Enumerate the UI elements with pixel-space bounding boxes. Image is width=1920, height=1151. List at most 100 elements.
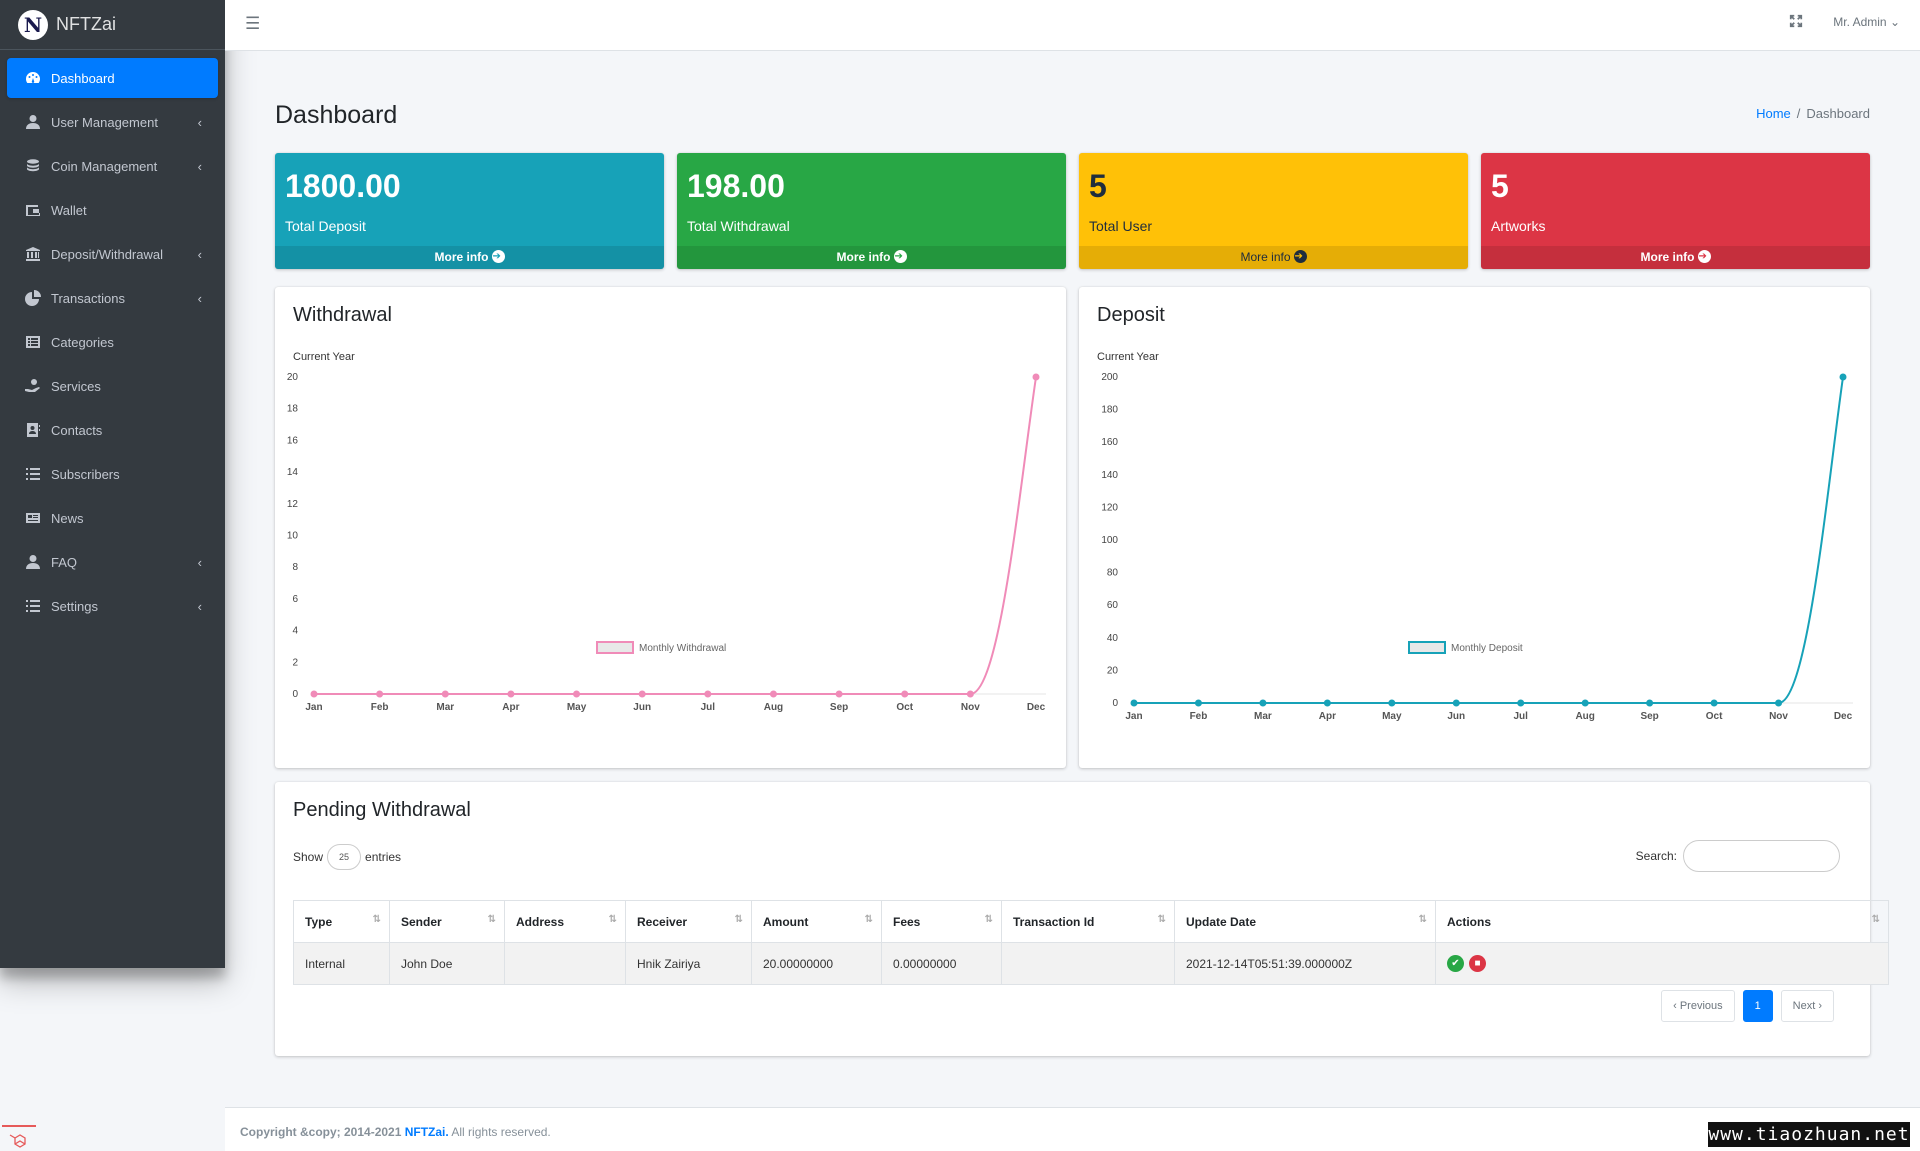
chevron-left-icon: ‹: [197, 114, 202, 130]
sort-icon: ⇅: [1418, 914, 1427, 925]
sidebar-item-deposit-withdrawal[interactable]: Deposit/Withdrawal ‹: [7, 234, 218, 274]
fullscreen-icon[interactable]: [1789, 14, 1805, 30]
y-tick-label: 16: [287, 435, 299, 446]
previous-page-button[interactable]: ‹ Previous: [1661, 990, 1735, 1022]
y-tick-label: 6: [292, 594, 298, 605]
more-info-link[interactable]: More info: [275, 245, 664, 269]
column-header-actions[interactable]: Actions ⇅: [1435, 900, 1889, 943]
search-label: Search:: [1635, 849, 1677, 863]
cell-type: Internal: [293, 942, 390, 985]
x-tick-label: Apr: [502, 702, 519, 713]
stat-value: 5: [1491, 168, 1509, 204]
data-point: [507, 690, 515, 698]
sidebar-item-settings[interactable]: Settings ‹: [7, 586, 218, 626]
rights-text: All rights reserved.: [448, 1125, 551, 1139]
stat-value: 198.00: [687, 168, 785, 204]
x-tick-label: Sep: [830, 702, 848, 713]
menu-toggle-icon[interactable]: ☰: [245, 14, 261, 33]
data-point: [901, 690, 909, 698]
chart-subtitle: Current Year: [293, 351, 355, 363]
address-book-icon: [25, 422, 41, 438]
sidebar-item-services[interactable]: Services: [7, 366, 218, 406]
deposit-chart-card: Deposit Current Year 0 20 40 60 80 100 120 140 1…: [1079, 287, 1870, 768]
user-menu[interactable]: Mr. Admin ⌄: [1833, 15, 1900, 29]
sidebar-item-coin-management[interactable]: Coin Management ‹: [7, 146, 218, 186]
column-header-fees[interactable]: Fees ⇅: [881, 900, 1002, 943]
sidebar-item-user-management[interactable]: User Management ‹: [7, 102, 218, 142]
sidebar-item-news[interactable]: News: [7, 498, 218, 538]
sidebar-item-wallet[interactable]: Wallet: [7, 190, 218, 230]
legend-label: Monthly Withdrawal: [639, 643, 726, 654]
column-header-update-date[interactable]: Update Date ⇅: [1174, 900, 1436, 943]
y-tick-label: 4: [292, 626, 298, 637]
data-point: [835, 690, 843, 698]
y-tick-label: 120: [1101, 502, 1118, 513]
y-tick-label: 140: [1101, 470, 1118, 481]
search-input[interactable]: [1683, 840, 1840, 872]
chevron-left-icon: ‹: [197, 554, 202, 570]
series-line: [1133, 376, 1844, 704]
data-point: [1710, 699, 1718, 707]
data-point: [1581, 699, 1589, 707]
column-header-address[interactable]: Address ⇅: [504, 900, 626, 943]
stat-artworks: 5 Artworks More info: [1481, 153, 1870, 269]
sidebar-item-subscribers[interactable]: Subscribers: [7, 454, 218, 494]
more-info-link[interactable]: More info: [1079, 245, 1468, 269]
sidebar-item-dashboard[interactable]: Dashboard: [7, 58, 218, 98]
data-point: [966, 690, 974, 698]
data-point: [1517, 699, 1525, 707]
sidebar-item-contacts[interactable]: Contacts: [7, 410, 218, 450]
more-info-link[interactable]: More info: [677, 245, 1066, 269]
x-tick-label: May: [567, 702, 587, 713]
sidebar-item-transactions[interactable]: Transactions ‹: [7, 278, 218, 318]
sidebar-item-categories[interactable]: Categories: [7, 322, 218, 362]
entries-select[interactable]: 25: [327, 844, 362, 870]
table-body: Internal John Doe Hnik Zairiya 20.00000000 0…: [293, 942, 1889, 985]
reject-stop-icon[interactable]: ■: [1469, 955, 1486, 972]
watermark: www.tiaozhuan.net: [1708, 1122, 1910, 1147]
data-point: [1839, 373, 1847, 381]
footer-brand-link[interactable]: NFTZai.: [404, 1125, 449, 1139]
legend-swatch: [1408, 641, 1446, 654]
sidebar-item-faq[interactable]: FAQ ‹: [7, 542, 218, 582]
page-1-button[interactable]: 1: [1742, 990, 1773, 1022]
chevron-left-icon: ‹: [197, 158, 202, 174]
y-tick-label: 40: [1107, 633, 1119, 644]
x-tick-label: Nov: [961, 702, 980, 713]
approve-check-icon[interactable]: ✔: [1447, 955, 1464, 972]
table-header-row: Type ⇅ Sender ⇅ Address ⇅ Receiver ⇅ Amount ⇅ Fees…: [293, 900, 1889, 943]
column-header-receiver[interactable]: Receiver ⇅: [625, 900, 752, 943]
cell-address: [504, 942, 626, 985]
x-tick-label: May: [1382, 711, 1402, 722]
column-header-type[interactable]: Type ⇅: [293, 900, 390, 943]
column-header-transaction-id[interactable]: Transaction Id ⇅: [1001, 900, 1175, 943]
column-header-amount[interactable]: Amount ⇅: [751, 900, 882, 943]
x-tick-label: Sep: [1640, 711, 1658, 722]
withdrawal-chart-card: Withdrawal Current Year 0 2 4 6 8 10 12 14 16 18 2…: [275, 287, 1066, 768]
y-tick-label: 0: [1112, 698, 1118, 709]
pending-withdrawal-table: Type ⇅ Sender ⇅ Address ⇅ Receiver ⇅ Amount ⇅ Fees…: [293, 900, 1889, 985]
table-search: Search:: [1636, 840, 1840, 872]
brand-link[interactable]: N NFTZai: [0, 0, 225, 50]
arrow-circle-right-icon: [491, 245, 505, 268]
stat-value: 1800.00: [285, 168, 401, 204]
more-info-link[interactable]: More info: [1481, 245, 1870, 269]
data-point: [638, 690, 646, 698]
sort-icon: ⇅: [608, 914, 617, 925]
bank-icon: [25, 246, 41, 262]
breadcrumb-home-link[interactable]: Home: [1756, 106, 1791, 121]
y-tick-label: 8: [292, 562, 298, 573]
x-tick-label: Mar: [1254, 711, 1272, 722]
column-header-sender[interactable]: Sender ⇅: [389, 900, 505, 943]
sidebar-item-label: Dashboard: [51, 70, 115, 86]
page-title: Dashboard: [275, 101, 398, 129]
sidebar-item-label: Deposit/Withdrawal: [51, 246, 163, 262]
arrow-circle-right-icon: [893, 245, 907, 268]
y-tick-label: 20: [287, 372, 299, 383]
breadcrumb: Home / Dashboard: [1756, 106, 1870, 121]
sort-icon: ⇅: [487, 914, 496, 925]
data-point: [1323, 699, 1331, 707]
next-page-button[interactable]: Next ›: [1780, 990, 1834, 1022]
cell-actions: ✔ ■: [1435, 942, 1889, 985]
wallet-icon: [25, 202, 41, 218]
